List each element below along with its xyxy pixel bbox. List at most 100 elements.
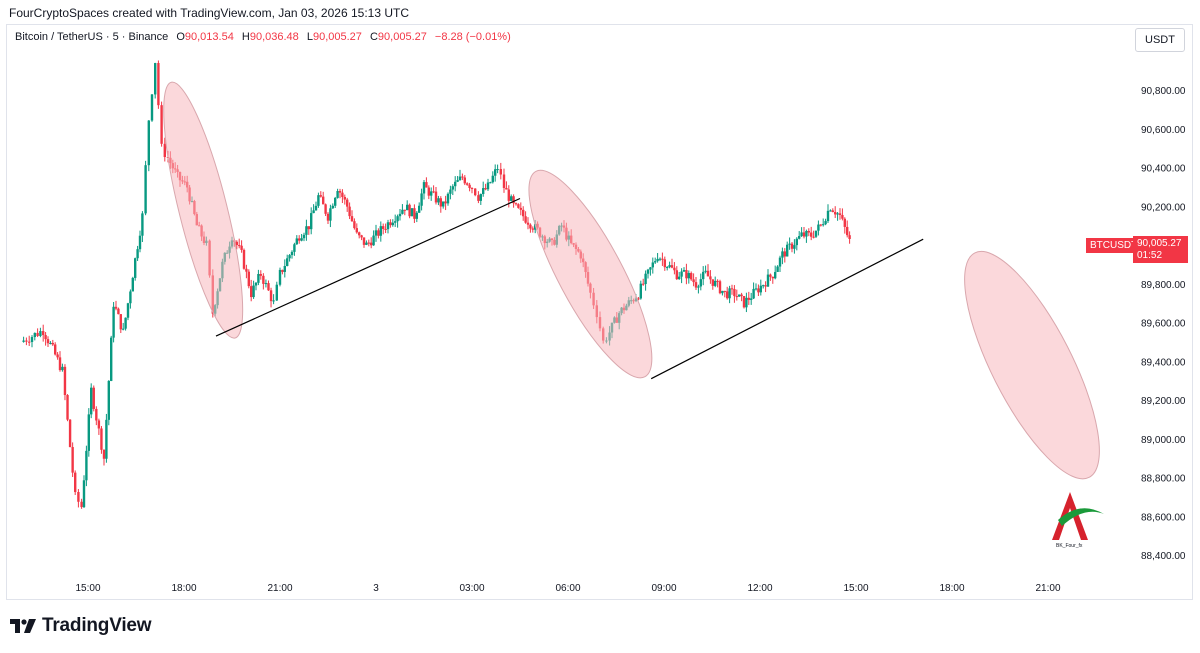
highlight-ellipse bbox=[528, 169, 653, 379]
candle-body bbox=[290, 251, 294, 256]
candle-body bbox=[134, 258, 137, 278]
candle-body bbox=[514, 203, 518, 205]
candle-body bbox=[783, 251, 786, 257]
watermark-text: BK_Four_fx bbox=[1056, 543, 1083, 549]
candle-body bbox=[238, 245, 241, 247]
candle-body bbox=[410, 208, 414, 217]
trendlines bbox=[215, 197, 924, 380]
candle-body bbox=[721, 290, 724, 294]
candle-body bbox=[786, 244, 789, 257]
x-tick-label: 3 bbox=[373, 583, 379, 594]
candle-body bbox=[702, 271, 705, 280]
candle-body bbox=[384, 228, 387, 230]
candle-body bbox=[367, 242, 370, 244]
y-tick-label: 89,400.00 bbox=[1141, 357, 1186, 368]
candle-body bbox=[434, 191, 438, 203]
candle-body bbox=[728, 288, 731, 299]
candle-body bbox=[795, 238, 798, 246]
candle-body bbox=[482, 188, 485, 195]
candle-body bbox=[396, 216, 399, 222]
candle-body bbox=[802, 232, 806, 237]
candle-body bbox=[812, 236, 815, 238]
x-tick-label: 18:00 bbox=[939, 583, 964, 594]
x-tick-label: 03:00 bbox=[459, 583, 484, 594]
candle-body bbox=[334, 197, 337, 206]
candle-body bbox=[300, 238, 303, 241]
candle-body bbox=[298, 238, 301, 241]
candle-body bbox=[790, 243, 794, 249]
tradingview-brand[interactable]: TradingView bbox=[10, 615, 152, 637]
candle-body bbox=[733, 289, 736, 297]
candle-body bbox=[331, 205, 334, 209]
candle-body bbox=[454, 181, 457, 187]
candle-body bbox=[157, 63, 160, 106]
candle-body bbox=[819, 224, 822, 226]
currency-button[interactable]: USDT bbox=[1135, 28, 1185, 52]
candle-body bbox=[247, 271, 250, 287]
candle-body bbox=[114, 306, 118, 309]
candle-body bbox=[254, 282, 258, 286]
candle-body bbox=[651, 262, 654, 268]
candle-body bbox=[846, 226, 849, 236]
candle-body bbox=[102, 449, 106, 459]
candle-body bbox=[699, 279, 702, 287]
candle-body bbox=[675, 270, 678, 280]
candle-body bbox=[735, 296, 738, 298]
candle-body bbox=[302, 234, 306, 239]
candle-body bbox=[461, 176, 464, 178]
low-value: 90,005.27 bbox=[312, 31, 362, 43]
candle-body bbox=[360, 235, 363, 238]
x-axis-ticks: 15:00 18:00 21:00 3 03:00 06:00 09:00 12:00 15:0… bbox=[75, 583, 1060, 594]
candle-body bbox=[144, 165, 147, 214]
bar-countdown: 01:52 bbox=[1137, 250, 1163, 261]
chart-frame bbox=[6, 24, 1193, 600]
x-tick-label: 21:00 bbox=[267, 583, 292, 594]
candle-body bbox=[771, 276, 774, 279]
candle-body bbox=[841, 214, 844, 219]
candle-body bbox=[154, 63, 157, 95]
candle-body bbox=[36, 332, 39, 336]
candle-body bbox=[275, 284, 278, 301]
candle-body bbox=[422, 182, 426, 194]
candle-body bbox=[138, 235, 142, 250]
candle-body bbox=[656, 258, 659, 262]
candle-body bbox=[642, 283, 645, 285]
candle-body bbox=[781, 251, 784, 258]
candle-body bbox=[766, 274, 770, 287]
x-tick-label: 06:00 bbox=[555, 583, 580, 594]
candle-body bbox=[658, 258, 662, 260]
close-value: 90,005.27 bbox=[377, 31, 427, 43]
candle-body bbox=[694, 282, 698, 288]
candle-body bbox=[663, 259, 666, 268]
candle-body bbox=[711, 279, 714, 286]
tradingview-logo-icon bbox=[10, 619, 36, 633]
watermark-logo: BK_Four_fx bbox=[1052, 492, 1104, 549]
candle-body bbox=[240, 245, 243, 250]
candle-body bbox=[25, 340, 28, 342]
symbol-label[interactable]: Bitcoin / TetherUS · 5 · Binance bbox=[15, 31, 169, 43]
candle-body bbox=[272, 300, 275, 302]
candle-body bbox=[262, 275, 265, 284]
candle-body bbox=[92, 387, 95, 409]
candle-body bbox=[355, 228, 358, 233]
candle-body bbox=[524, 216, 527, 223]
candle-body bbox=[829, 210, 832, 212]
candle-body bbox=[670, 265, 674, 268]
candle-body bbox=[293, 244, 296, 252]
candle-body bbox=[286, 258, 289, 267]
candle-body bbox=[477, 195, 480, 201]
candle-body bbox=[822, 224, 825, 226]
candle-body bbox=[706, 270, 710, 277]
candle-body bbox=[718, 281, 722, 294]
candle-body bbox=[365, 242, 368, 245]
candle-body bbox=[283, 266, 286, 272]
y-tick-label: 90,800.00 bbox=[1141, 86, 1186, 97]
candle-body bbox=[836, 213, 839, 215]
candle-body bbox=[307, 226, 310, 230]
candle-body bbox=[507, 189, 510, 201]
candle-body bbox=[245, 268, 248, 272]
candle-body bbox=[95, 408, 98, 421]
candle-body bbox=[762, 285, 765, 287]
candle-body bbox=[63, 366, 67, 396]
